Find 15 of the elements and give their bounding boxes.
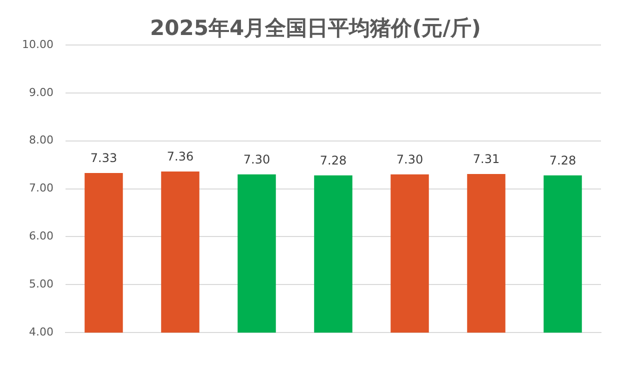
y-tick-label: 6.00: [28, 230, 54, 243]
data-label: 7.30: [396, 152, 424, 167]
data-label: 7.33: [90, 151, 118, 166]
data-label: 7.30: [243, 152, 270, 167]
y-tick-label: 5.00: [28, 278, 54, 291]
data-label: 7.36: [166, 150, 194, 164]
y-tick-label: 7.00: [28, 182, 54, 195]
chart-title: 2025年4月全国日平均猪价(元/斤): [150, 16, 481, 40]
y-tick-label: 4.00: [28, 325, 54, 338]
data-label: 7.28: [549, 154, 576, 168]
data-label: 7.31: [472, 152, 500, 166]
y-tick-label: 10.00: [22, 38, 54, 51]
y-tick-label: 9.00: [28, 86, 54, 99]
y-tick-label: 8.00: [28, 134, 54, 147]
data-label: 7.28: [320, 154, 347, 168]
